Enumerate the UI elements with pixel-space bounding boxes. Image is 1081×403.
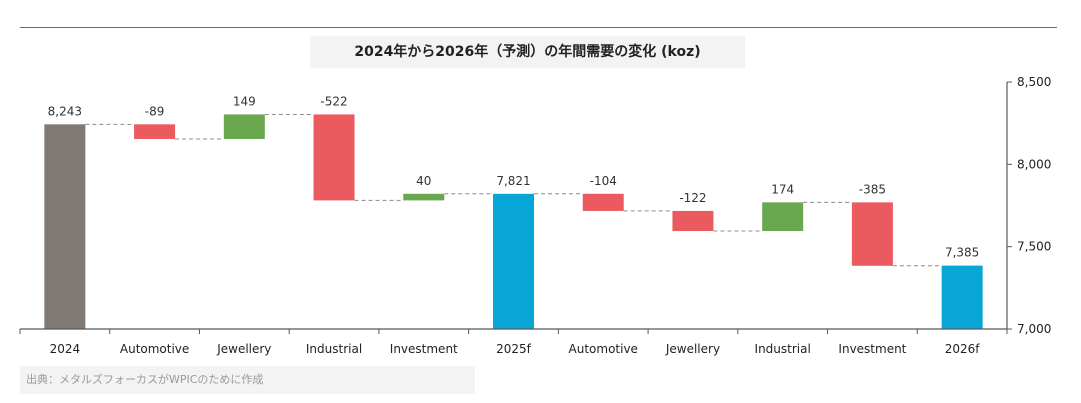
x-tick-label: 2025f	[496, 342, 532, 356]
data-label: -522	[320, 94, 347, 108]
x-tick-label: Jewellery	[665, 342, 720, 356]
source-band	[20, 366, 475, 394]
x-tick-label: Industrial	[755, 342, 811, 356]
x-tick-label: Investment	[390, 342, 458, 356]
x-tick-label: 2024	[50, 342, 81, 356]
y-tick-label: 7,500	[1017, 240, 1051, 254]
y-tick-labels: 7,000 7,500 8,000 8,500	[1017, 75, 1051, 336]
bar-total	[493, 193, 534, 329]
bar-increase	[403, 193, 445, 201]
source-note: 出典：メタルズフォーカスがWPICのために作成	[26, 373, 264, 386]
value-labels: 8,243 -89 149 -522 40 7,821 -104 -122 174 -385 7,3…	[48, 94, 980, 259]
bar-increase	[762, 202, 804, 232]
top-rule	[20, 27, 1057, 28]
x-tick-label: Automotive	[120, 342, 189, 356]
bar-decrease	[582, 193, 624, 211]
bar-decrease	[134, 124, 176, 139]
data-label: 40	[416, 174, 431, 188]
data-label: 8,243	[48, 104, 82, 118]
bar-total	[44, 124, 86, 329]
bar-decrease	[672, 210, 714, 232]
connector-lines	[85, 113, 942, 267]
data-label: -385	[859, 182, 886, 196]
axes	[19, 81, 1012, 334]
y-tick-label: 7,000	[1017, 322, 1051, 336]
data-label: 149	[233, 94, 256, 108]
y-tick-label: 8,500	[1017, 75, 1051, 89]
data-label: -122	[679, 191, 706, 205]
data-label: -104	[590, 174, 617, 188]
x-tick-label: 2026f	[945, 342, 981, 356]
x-tick-label: Automotive	[569, 342, 638, 356]
x-tick-labels: 2024 Automotive Jewellery Industrial Investm…	[50, 342, 981, 356]
data-label: -89	[145, 104, 165, 118]
chart-title: 2024年から2026年（予測）の年間需要の変化 (koz)	[354, 44, 701, 60]
title-band	[310, 36, 745, 68]
bars	[44, 114, 983, 329]
data-label: 7,821	[496, 174, 530, 188]
bar-increase	[223, 114, 265, 139]
bar-decrease	[313, 114, 355, 201]
bar-decrease	[851, 202, 893, 266]
data-label: 174	[771, 182, 794, 196]
data-label: 7,385	[945, 246, 979, 260]
bar-total	[941, 265, 983, 329]
x-tick-label: Industrial	[306, 342, 362, 356]
x-tick-label: Jewellery	[216, 342, 271, 356]
y-tick-label: 8,000	[1017, 157, 1051, 171]
x-tick-label: Investment	[838, 342, 906, 356]
